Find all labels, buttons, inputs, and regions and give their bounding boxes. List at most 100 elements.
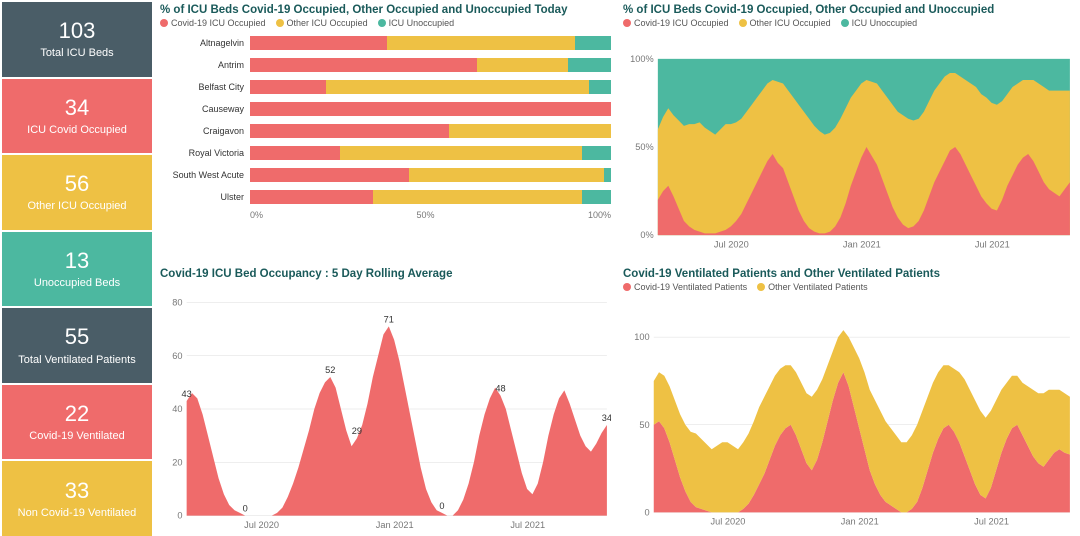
svg-text:0: 0 [177,511,182,521]
hbar-label: Antrim [160,60,250,70]
legend-item: ICU Unoccupied [378,18,455,28]
kpi-label: Non Covid-19 Ventilated [18,507,137,519]
svg-text:0: 0 [439,501,444,511]
legend-stacked-pct: Covid-19 ICU Occupied Other ICU Occupied I… [623,18,1074,28]
hbar-seg-covid [250,124,449,138]
hbar-row[interactable]: Belfast City [160,76,611,98]
svg-text:0: 0 [645,507,650,517]
legend-label: ICU Unoccupied [389,18,455,28]
hbar-row[interactable]: Ulster [160,186,611,208]
legend-item: Other ICU Occupied [739,18,831,28]
svg-text:80: 80 [172,297,182,307]
kpi-card-1[interactable]: 34 ICU Covid Occupied [2,79,152,154]
panel-title-rolling: Covid-19 ICU Bed Occupancy : 5 Day Rolli… [160,268,611,280]
legend-hbar: Covid-19 ICU Occupied Other ICU Occupied I… [160,18,611,28]
kpi-card-4[interactable]: 55 Total Ventilated Patients [2,308,152,383]
hbar-label: South West Acute [160,170,250,180]
hbar-label: Belfast City [160,82,250,92]
legend-dot-icon [623,283,631,291]
hbar-seg-other [387,36,575,50]
svg-text:Jul 2020: Jul 2020 [244,520,279,530]
hbar-seg-unocc [582,190,611,204]
hbar-seg-unocc [582,146,611,160]
dashboard: 103 Total ICU Beds34 ICU Covid Occupied5… [0,0,1080,530]
svg-text:50: 50 [639,420,649,430]
hbar-row[interactable]: Craigavon [160,120,611,142]
legend-item: Covid-19 ICU Occupied [623,18,729,28]
hbar-seg-other [449,124,611,138]
kpi-value: 55 [65,325,89,349]
svg-text:71: 71 [384,314,394,324]
kpi-label: Other ICU Occupied [27,200,126,212]
hbar-track [250,36,611,50]
hbar-seg-covid [250,36,387,50]
hbar-seg-other [340,146,582,160]
kpi-card-5[interactable]: 22 Covid-19 Ventilated [2,385,152,460]
kpi-value: 56 [65,172,89,196]
svg-text:52: 52 [325,365,335,375]
hbar-seg-covid [250,190,373,204]
kpi-value: 34 [65,96,89,120]
svg-text:Jul 2021: Jul 2021 [510,520,545,530]
legend-label: Other ICU Occupied [287,18,368,28]
panel-title-hbar: % of ICU Beds Covid-19 Occupied, Other O… [160,4,611,16]
kpi-card-2[interactable]: 56 Other ICU Occupied [2,155,152,230]
kpi-card-3[interactable]: 13 Unoccupied Beds [2,232,152,307]
panel-title-stacked-pct: % of ICU Beds Covid-19 Occupied, Other O… [623,4,1074,16]
svg-text:0%: 0% [640,230,653,240]
hbar-row[interactable]: Antrim [160,54,611,76]
hbar-seg-covid [250,58,477,72]
legend-item: Covid-19 Ventilated Patients [623,282,747,292]
svg-text:100%: 100% [630,54,654,64]
svg-text:Jan 2021: Jan 2021 [843,239,881,249]
panel-vent: Covid-19 Ventilated Patients and Other V… [619,266,1078,536]
hbar-label: Royal Victoria [160,148,250,158]
chart-rolling[interactable]: 020406080Jul 2020Jan 2021Jul 20214305229… [160,282,611,536]
svg-text:29: 29 [352,426,362,436]
kpi-label: ICU Covid Occupied [27,124,127,136]
svg-text:50%: 50% [635,142,653,152]
svg-text:Jan 2021: Jan 2021 [376,520,414,530]
svg-text:60: 60 [172,351,182,361]
kpi-card-6[interactable]: 33 Non Covid-19 Ventilated [2,461,152,536]
kpi-value: 13 [65,249,89,273]
hbar-seg-other [373,190,582,204]
chart-vent[interactable]: 050100Jul 2020Jan 2021Jul 2021 [623,296,1074,536]
kpi-label: Unoccupied Beds [34,277,120,289]
svg-text:Jul 2021: Jul 2021 [974,517,1009,527]
hbar-row[interactable]: Causeway [160,98,611,120]
legend-item: Other Ventilated Patients [757,282,868,292]
kpi-card-0[interactable]: 103 Total ICU Beds [2,2,152,77]
legend-dot-icon [841,19,849,27]
legend-label: Covid-19 ICU Occupied [171,18,266,28]
kpi-value: 33 [65,479,89,503]
legend-dot-icon [378,19,386,27]
kpi-value: 103 [59,19,96,43]
hbar-track [250,124,611,138]
svg-text:43: 43 [182,389,192,399]
hbar-track [250,80,611,94]
hbar-track [250,102,611,116]
legend-item: Other ICU Occupied [276,18,368,28]
svg-text:Jan 2021: Jan 2021 [841,517,879,527]
chart-hbar[interactable]: Altnagelvin Antrim Belfast City Causeway [160,32,611,262]
svg-text:Jul 2020: Jul 2020 [711,517,746,527]
panel-title-vent: Covid-19 Ventilated Patients and Other V… [623,268,1074,280]
legend-dot-icon [276,19,284,27]
legend-dot-icon [757,283,765,291]
legend-item: ICU Unoccupied [841,18,918,28]
panel-hbar: % of ICU Beds Covid-19 Occupied, Other O… [156,2,615,262]
hbar-row[interactable]: Altnagelvin [160,32,611,54]
hbar-seg-unocc [604,168,611,182]
hbar-track [250,58,611,72]
hbar-seg-covid [250,168,409,182]
hbar-row[interactable]: Royal Victoria [160,142,611,164]
legend-dot-icon [623,19,631,27]
hbar-seg-other [477,58,567,72]
hbar-row[interactable]: South West Acute [160,164,611,186]
svg-text:Jul 2020: Jul 2020 [714,239,749,249]
kpi-column: 103 Total ICU Beds34 ICU Covid Occupied5… [2,2,152,536]
hbar-track [250,146,611,160]
hbar-seg-covid [250,80,326,94]
chart-stacked-pct[interactable]: 0%50%100%Jul 2020Jan 2021Jul 2021 [623,32,1074,262]
